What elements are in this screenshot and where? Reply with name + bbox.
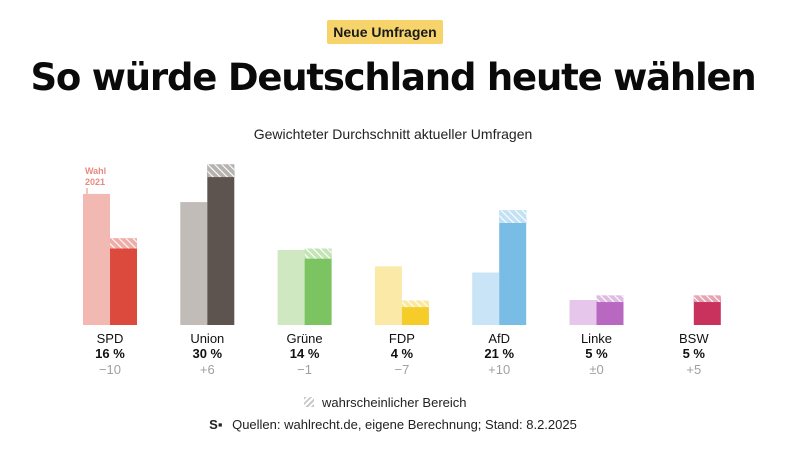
bar-election-2021-linke: [569, 300, 597, 325]
range-hatch-linke: [596, 295, 624, 303]
poll-value-afd: 21 %: [484, 346, 514, 361]
poll-value-union: 30 %: [192, 346, 222, 361]
bar-election-2021-fdp: [374, 266, 402, 325]
party-label-spd: SPD: [97, 331, 124, 346]
change-value-spd: −10: [99, 362, 121, 377]
election-label-line2: 2021: [85, 177, 105, 187]
range-hatch-union: [207, 164, 235, 178]
bar-election-2021-gruene: [277, 250, 305, 325]
range-hatch-fdp: [401, 300, 429, 308]
change-value-bsw: +5: [686, 362, 701, 377]
source-line: S▪ Quellen: wahlrecht.de, eigene Berechn…: [0, 417, 786, 432]
party-label-afd: AfD: [488, 331, 510, 346]
poll-value-bsw: 5 %: [683, 346, 706, 361]
legend: wahrscheinlicher Bereich: [304, 393, 467, 411]
range-hatch-bsw: [693, 295, 721, 303]
chart-subtitle: Gewichteter Durchschnitt aktueller Umfra…: [253, 126, 533, 142]
bar-election-2021-afd: [472, 272, 500, 325]
range-hatch-gruene: [304, 248, 332, 259]
change-value-linke: ±0: [589, 362, 603, 377]
page-title: So würde Deutschland heute wählen: [30, 56, 756, 99]
poll-value-gruene: 14 %: [290, 346, 320, 361]
election-label-line1: Wahl: [85, 166, 106, 176]
bar-poll-spd: [110, 243, 137, 325]
bar-poll-afd: [499, 217, 527, 325]
legend-label: wahrscheinlicher Bereich: [322, 394, 467, 410]
bar-poll-bsw: [693, 299, 721, 325]
bar-poll-union: [207, 172, 235, 325]
change-value-afd: +10: [488, 362, 510, 377]
bar-poll-fdp: [401, 304, 429, 325]
range-hatch-spd: [110, 238, 137, 249]
category-badge: Neue Umfragen: [327, 20, 443, 44]
bar-election-2021-union: [180, 202, 208, 325]
party-label-fdp: FDP: [389, 331, 415, 346]
party-label-union: Union: [190, 331, 224, 346]
brand-logo-icon: S▪: [209, 417, 223, 432]
range-hatch-afd: [499, 210, 527, 223]
source-text: Quellen: wahlrecht.de, eigene Berechnung…: [232, 417, 577, 432]
poll-value-fdp: 4 %: [391, 346, 414, 361]
change-value-union: +6: [200, 362, 215, 377]
party-label-linke: Linke: [581, 331, 612, 346]
poll-value-linke: 5 %: [585, 346, 608, 361]
change-value-fdp: −7: [394, 362, 409, 377]
party-label-bsw: BSW: [679, 331, 709, 346]
poll-value-spd: 16 %: [95, 346, 125, 361]
hatch-swatch-icon: [304, 397, 314, 407]
change-value-gruene: −1: [297, 362, 312, 377]
bar-poll-gruene: [304, 253, 332, 325]
party-label-gruene: Grüne: [287, 331, 323, 346]
bar-poll-linke: [596, 299, 624, 325]
bar-election-2021-spd: [83, 193, 110, 325]
